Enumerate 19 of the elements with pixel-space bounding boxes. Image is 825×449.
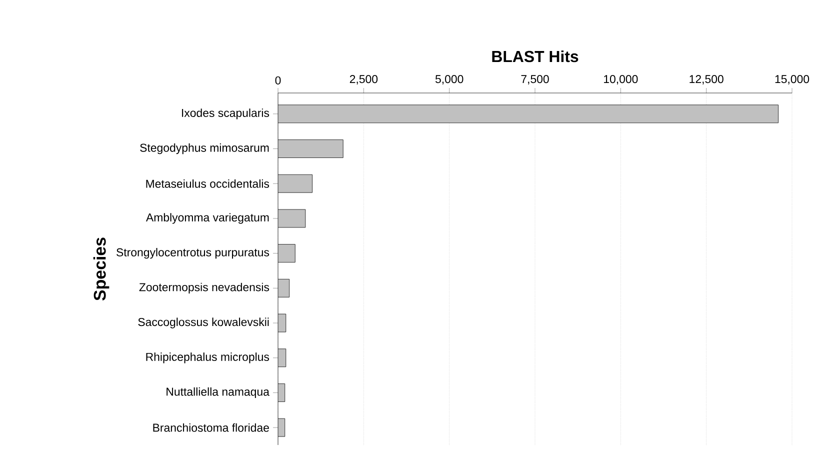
x-tick-label: 2,500 bbox=[350, 75, 378, 84]
x-tick-label: 12,500 bbox=[690, 75, 724, 84]
x-tick-label: 0 bbox=[275, 76, 281, 84]
y-tick-label: Amblyomma variegatum bbox=[146, 213, 269, 224]
y-tick-label: Nuttalliella namaqua bbox=[166, 387, 270, 398]
x-tick-label: 15,000 bbox=[775, 75, 810, 84]
x-tick-label: 5,000 bbox=[435, 75, 464, 84]
y-tick-label: Ixodes scapularis bbox=[182, 108, 270, 120]
x-tick-label: 10,000 bbox=[604, 75, 638, 84]
x-axis-title: BLAST Hits bbox=[492, 50, 578, 62]
y-tick-label: Zootermopsis nevadensis bbox=[139, 282, 270, 294]
y-tick-label: Rhipicephalus microplus bbox=[146, 352, 270, 364]
y-tick-label: Branchiostoma floridae bbox=[153, 423, 269, 432]
y-tick-label: Saccoglossus kowalevskii bbox=[138, 318, 269, 328]
y-tick-label: Strongylocentrotus purpuratus bbox=[116, 248, 270, 259]
y-axis-title: Species bbox=[93, 238, 110, 301]
y-tick-label: Metaseiulus occidentalis bbox=[146, 179, 270, 188]
y-tick-label: Stegodyphus mimosarum bbox=[140, 143, 269, 154]
x-tick-label: 7,500 bbox=[521, 75, 549, 84]
